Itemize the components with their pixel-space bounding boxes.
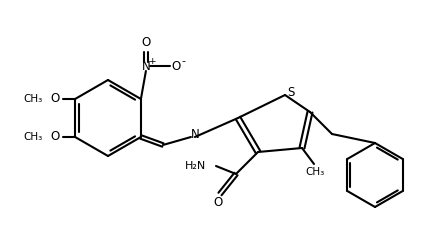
Text: S: S — [287, 87, 295, 100]
Text: CH₃: CH₃ — [24, 132, 43, 142]
Text: CH₃: CH₃ — [305, 167, 325, 177]
Text: O: O — [141, 37, 150, 50]
Text: CH₃: CH₃ — [24, 94, 43, 104]
Text: O: O — [51, 92, 60, 105]
Text: +: + — [148, 57, 156, 65]
Text: -: - — [182, 56, 186, 66]
Text: N: N — [142, 60, 150, 72]
Text: O: O — [213, 195, 223, 209]
Text: O: O — [51, 131, 60, 143]
Text: N: N — [191, 128, 199, 141]
Text: O: O — [171, 60, 180, 72]
Text: H₂N: H₂N — [185, 161, 206, 171]
